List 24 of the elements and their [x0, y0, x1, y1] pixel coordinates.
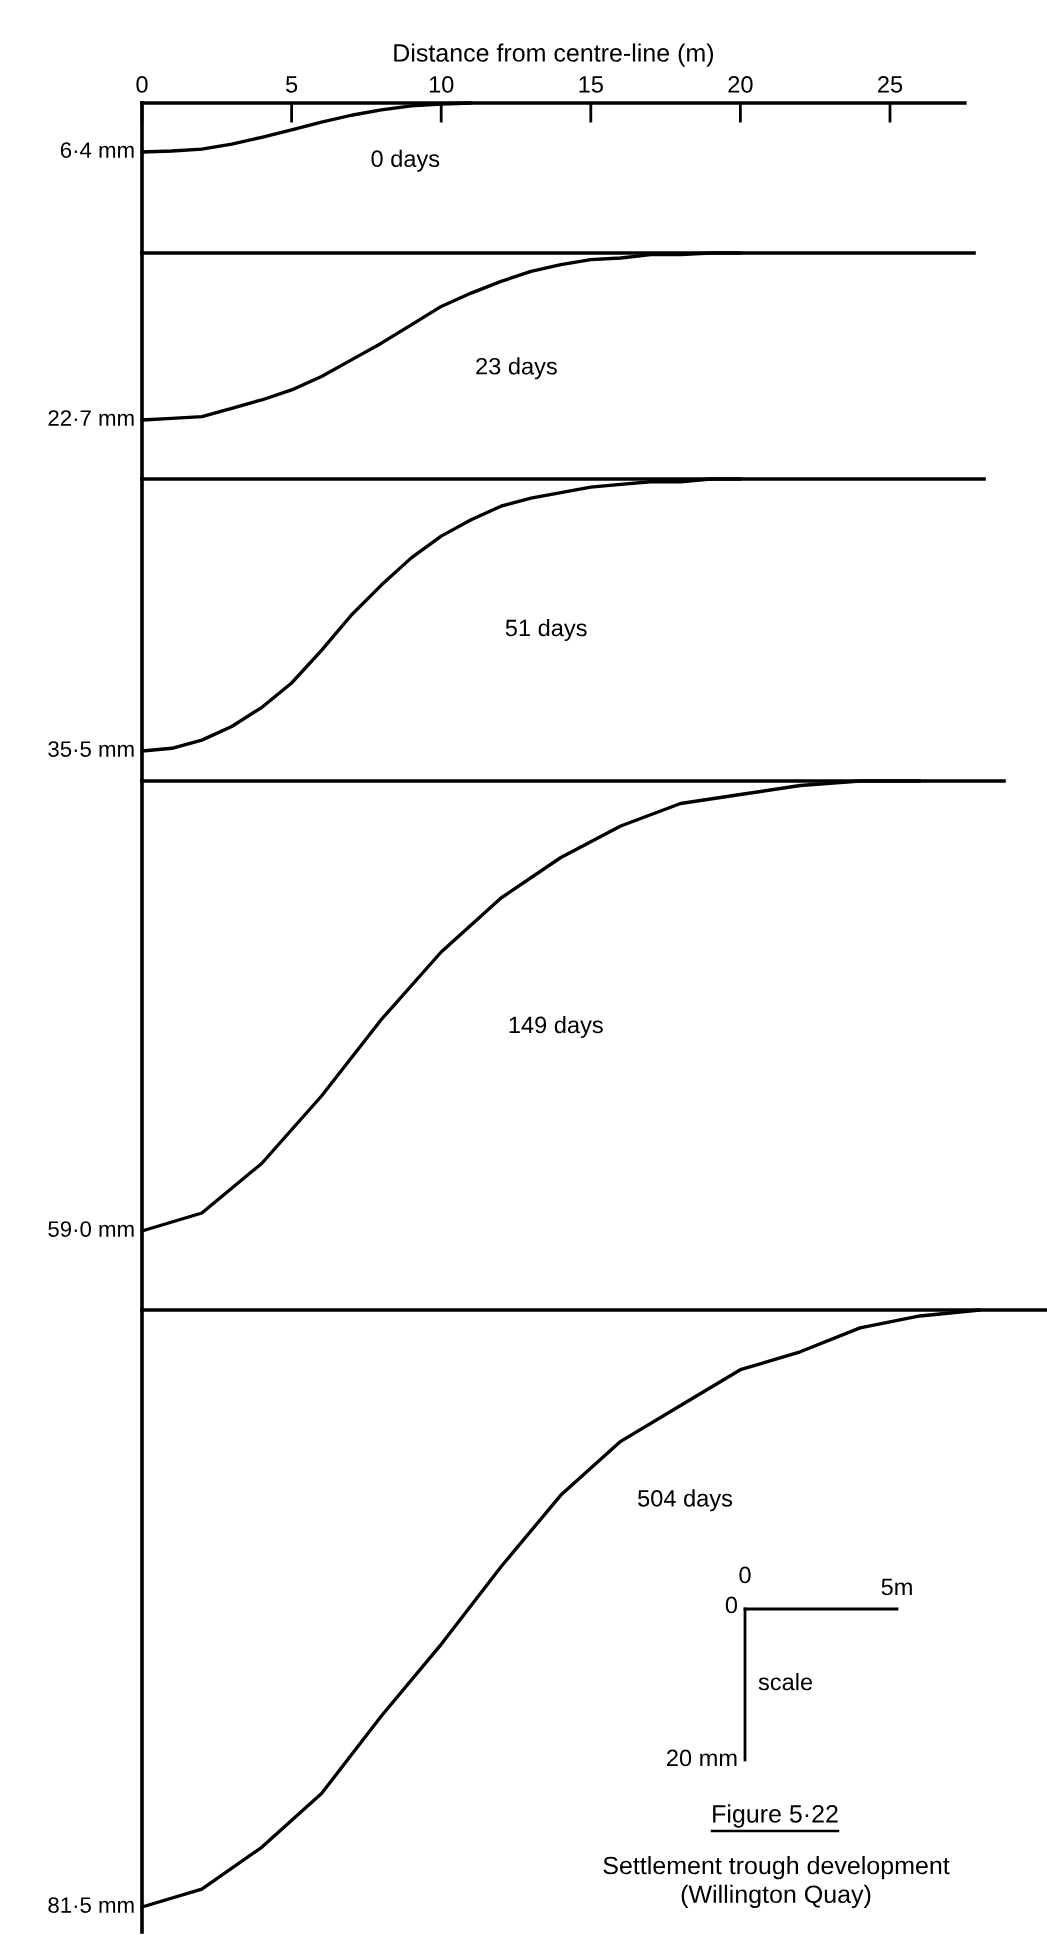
text: 504 days	[638, 1489, 733, 1512]
x-tick-label: 25	[878, 76, 903, 93]
x-tick-label: 5	[285, 76, 298, 93]
text: 81·5 mm	[48, 1897, 134, 1913]
x-tick-label: 10	[429, 76, 454, 93]
annotation: Figure 5·22	[713, 1804, 838, 1828]
legend-label: 0 days	[371, 149, 440, 172]
text: 51 days	[505, 619, 587, 642]
annotation: scale	[758, 1672, 813, 1691]
annotation: 0	[739, 1566, 751, 1584]
text: 149 days	[509, 1015, 603, 1038]
annotation: Settlement trough development (Willington Quay)	[603, 1855, 950, 1909]
text: 59·0 mm	[48, 1221, 134, 1237]
annotation: 22·7 mm	[48, 410, 134, 426]
annotation: 5m	[881, 1578, 912, 1596]
annotation: 0	[725, 1596, 738, 1614]
text: 6·4 mm	[60, 142, 134, 158]
x-axis-title: Distance from centre-line (m)	[394, 43, 714, 67]
x-tick-label: 0	[136, 76, 148, 93]
text: 23 days	[476, 357, 557, 380]
annotation: 20 mm	[667, 1749, 737, 1767]
x-tick-label: 15	[579, 76, 603, 93]
annotation: 35·5 mm	[48, 741, 134, 757]
x-tick-label: 20	[728, 76, 753, 93]
